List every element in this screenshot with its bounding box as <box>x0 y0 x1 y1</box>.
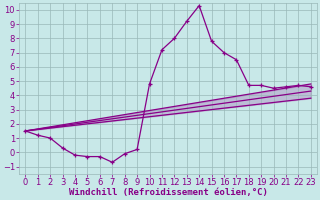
X-axis label: Windchill (Refroidissement éolien,°C): Windchill (Refroidissement éolien,°C) <box>69 188 268 197</box>
